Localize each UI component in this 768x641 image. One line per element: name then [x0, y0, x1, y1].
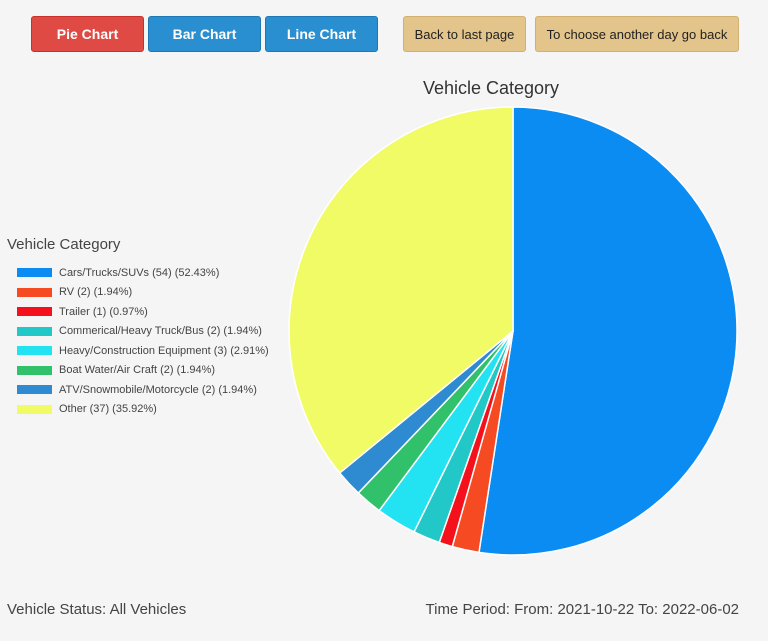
time-period-text: Time Period: From: 2021-10-22 To: 2022-0… [425, 601, 740, 618]
legend-swatch [17, 346, 52, 356]
chart-legend: Vehicle Category Cars/Trucks/SUVs (54) (… [7, 236, 269, 419]
pie-slice-7[interactable] [288, 106, 514, 474]
legend-item[interactable]: Commerical/Heavy Truck/Bus (2) (1.94%) [7, 322, 269, 342]
legend-item[interactable]: RV (2) (1.94%) [7, 283, 269, 303]
line-chart-button[interactable]: Line Chart [265, 16, 378, 52]
legend-swatch [17, 307, 52, 317]
legend-swatch [17, 365, 52, 375]
legend-swatch [17, 287, 52, 297]
back-to-last-page-button[interactable]: Back to last page [403, 16, 526, 52]
legend-label: RV (2) (1.94%) [59, 286, 133, 299]
bar-chart-button[interactable]: Bar Chart [148, 16, 261, 52]
pie-slice-0[interactable] [478, 106, 738, 556]
legend-item[interactable]: Heavy/Construction Equipment (3) (2.91%) [7, 341, 269, 361]
legend-swatch [17, 268, 52, 278]
legend-item[interactable]: Trailer (1) (0.97%) [7, 302, 269, 322]
legend-item[interactable]: ATV/Snowmobile/Motorcycle (2) (1.94%) [7, 380, 269, 400]
pie-chart-button[interactable]: Pie Chart [31, 16, 144, 52]
legend-title: Vehicle Category [7, 236, 121, 253]
legend-label: Trailer (1) (0.97%) [59, 305, 148, 318]
legend-item[interactable]: Boat Water/Air Craft (2) (1.94%) [7, 361, 269, 381]
legend-items: Cars/Trucks/SUVs (54) (52.43%) RV (2) (1.… [7, 263, 269, 419]
legend-swatch [17, 385, 52, 395]
chart-title: Vehicle Category [422, 78, 560, 98]
legend-label: Heavy/Construction Equipment (3) (2.91%) [59, 344, 269, 357]
choose-another-day-button[interactable]: To choose another day go back [535, 16, 739, 52]
vehicle-status-text: Vehicle Status: All Vehicles [7, 601, 187, 618]
legend-item[interactable]: Other (37) (35.92%) [7, 400, 269, 420]
legend-label: Boat Water/Air Craft (2) (1.94%) [59, 364, 216, 377]
legend-label: Commerical/Heavy Truck/Bus (2) (1.94%) [59, 325, 262, 338]
legend-item[interactable]: Cars/Trucks/SUVs (54) (52.43%) [7, 263, 269, 283]
legend-swatch [17, 326, 52, 336]
legend-label: ATV/Snowmobile/Motorcycle (2) (1.94%) [59, 383, 257, 396]
legend-label: Cars/Trucks/SUVs (54) (52.43%) [59, 266, 220, 279]
legend-swatch [17, 404, 52, 414]
legend-label: Other (37) (35.92%) [59, 403, 157, 416]
